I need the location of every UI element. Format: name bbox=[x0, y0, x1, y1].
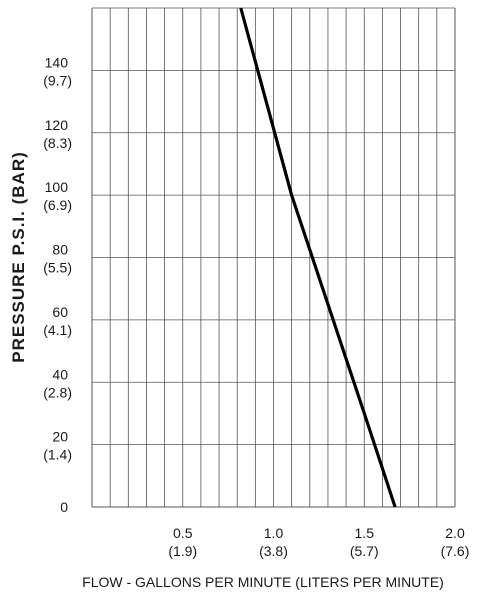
x-tick-label: 1.5 bbox=[355, 525, 375, 541]
x-tick-label: 2.0 bbox=[445, 525, 465, 541]
y-tick-sublabel: (4.1) bbox=[43, 322, 72, 338]
y-tick-label: 60 bbox=[52, 304, 68, 320]
y-tick-label: 120 bbox=[45, 117, 69, 133]
y-tick-label: 0 bbox=[60, 499, 68, 515]
grid bbox=[91, 7, 456, 508]
y-tick-sublabel: (9.7) bbox=[43, 72, 72, 88]
y-tick-sublabel: (5.5) bbox=[43, 260, 72, 276]
series-lines bbox=[239, 7, 397, 508]
x-tick-sublabel: (1.9) bbox=[168, 543, 197, 559]
y-tick-sublabel: (2.8) bbox=[43, 384, 72, 400]
y-tick-label: 20 bbox=[52, 429, 68, 445]
y-tick-label: 140 bbox=[45, 54, 69, 70]
x-tick-label: 1.0 bbox=[264, 525, 284, 541]
x-tick-label: 0.5 bbox=[173, 525, 193, 541]
y-tick-sublabel: (8.3) bbox=[43, 135, 72, 151]
tick-labels: 0 20 (1.4) 40 (2.8) 60 (4.1) 80 (5.5) 100 (6.9) 120… bbox=[43, 54, 469, 559]
x-tick-sublabel: (7.6) bbox=[441, 543, 470, 559]
y-tick-label: 40 bbox=[52, 366, 68, 382]
y-tick-sublabel: (6.9) bbox=[43, 197, 72, 213]
x-tick-sublabel: (5.7) bbox=[350, 543, 379, 559]
x-tick-sublabel: (3.8) bbox=[259, 543, 288, 559]
y-tick-label: 80 bbox=[52, 242, 68, 258]
y-tick-label: 100 bbox=[45, 179, 69, 195]
flow-curve-line bbox=[239, 7, 397, 508]
y-tick-sublabel: (1.4) bbox=[43, 447, 72, 463]
x-axis-label: FLOW - GALLONS PER MINUTE (LITERS PER MI… bbox=[82, 574, 444, 590]
y-axis-label: PRESSURE P.S.I. (BAR) bbox=[9, 151, 28, 363]
